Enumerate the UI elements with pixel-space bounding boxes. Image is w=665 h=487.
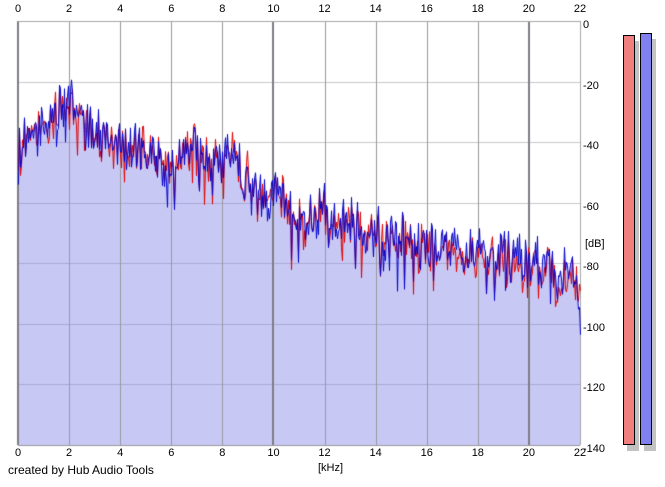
x-axis-tick-label: 10 <box>267 447 280 459</box>
x-axis-unit-label: [kHz] <box>318 462 344 474</box>
watermark-text: created by Hub Audio Tools <box>8 463 154 477</box>
y-axis-tick-label: -80 <box>583 261 599 274</box>
x-axis-tick-label: 16 <box>420 447 433 459</box>
x-axis-tick-label: 14 <box>369 447 382 459</box>
x-axis-tick-label: 20 <box>522 3 536 15</box>
y-axis-tick-label: -40 <box>583 140 599 153</box>
x-axis-tick-label: 4 <box>117 3 124 15</box>
x-axis-tick-label: 18 <box>471 447 484 459</box>
y-axis-tick-label: -140 <box>583 443 606 455</box>
y-axis-tick-label: -100 <box>583 321 606 334</box>
red-channel-level-meter <box>623 35 635 445</box>
y-axis-tick-label: -60 <box>583 200 599 213</box>
y-axis-tick-label: 0 <box>583 19 590 31</box>
x-axis-tick-label: 6 <box>168 447 175 459</box>
x-axis-tick-label: 16 <box>420 3 433 15</box>
y-axis-tick-label: -120 <box>583 382 606 395</box>
y-axis-unit-label: [dB] <box>585 238 605 250</box>
x-axis-tick-label: 6 <box>168 3 175 15</box>
x-axis-tick-label: 8 <box>219 3 226 15</box>
x-axis-tick-label: 12 <box>318 3 331 15</box>
blue-channel-level-meter <box>640 33 652 445</box>
x-axis-tick-label: 18 <box>471 3 484 15</box>
x-axis-tick-label: 14 <box>369 3 382 15</box>
x-axis-tick-label: 4 <box>117 447 124 459</box>
x-axis-tick-label: 2 <box>66 447 73 459</box>
y-axis-tick-label: -20 <box>583 79 599 92</box>
x-axis-tick-label: 20 <box>522 447 536 459</box>
x-axis-tick-label: 10 <box>267 3 280 15</box>
x-axis-tick-label: 22 <box>573 3 587 15</box>
x-axis-tick-label: 0 <box>14 3 22 15</box>
x-axis-tick-label: 8 <box>219 447 226 459</box>
x-axis-tick-label: 2 <box>66 3 73 15</box>
x-axis-tick-label: 22 <box>573 447 587 459</box>
x-axis-tick-label: 12 <box>318 447 331 459</box>
x-axis-tick-label: 0 <box>14 447 22 459</box>
